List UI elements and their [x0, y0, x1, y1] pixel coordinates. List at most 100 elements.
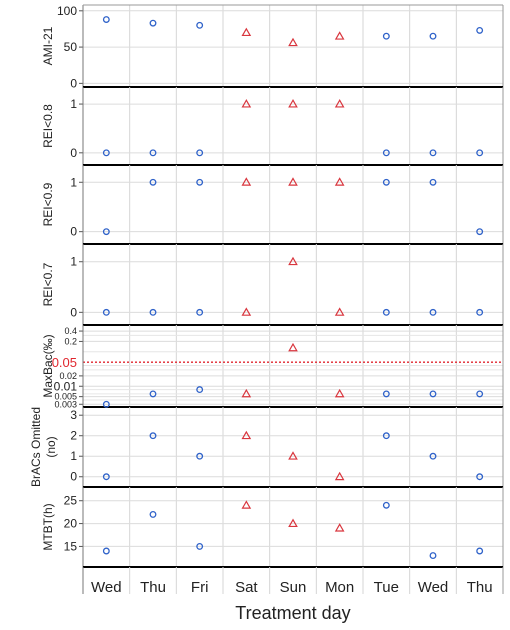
y-tick-label: 1 — [70, 97, 77, 111]
data-point-circle — [429, 149, 437, 157]
y-axis-label: BrACs Omitted — [29, 407, 43, 487]
x-tick-label: Tue — [374, 579, 399, 596]
threshold-label: 0.05 — [52, 355, 77, 370]
data-point-circle — [382, 432, 390, 440]
y-tick-label: 0 — [70, 225, 77, 239]
data-point-triangle — [241, 500, 252, 509]
data-point-circle — [196, 178, 204, 186]
x-axis-title: Treatment day — [235, 603, 350, 623]
y-tick-label: 50 — [64, 40, 78, 54]
data-point-circle — [429, 552, 437, 560]
y-axis-label: MaxBac(‰) — [41, 334, 55, 397]
data-point-circle — [149, 432, 157, 440]
data-point-circle — [196, 21, 204, 29]
y-tick-label: 0.4 — [64, 326, 77, 336]
data-point-triangle — [334, 177, 345, 186]
data-point-circle — [382, 308, 390, 316]
data-point-triangle — [241, 27, 252, 37]
y-tick-label: 0 — [70, 470, 77, 484]
data-point-triangle — [241, 99, 252, 108]
data-point-circle — [476, 26, 484, 34]
y-tick-label: 15 — [64, 539, 78, 553]
data-point-triangle — [288, 342, 298, 352]
data-point-circle — [149, 390, 157, 398]
data-point-circle — [102, 547, 110, 555]
data-point-triangle — [241, 177, 252, 186]
data-point-triangle — [288, 256, 298, 266]
y-tick-label: 0.02 — [59, 371, 77, 381]
x-tick-label: Wed — [91, 579, 122, 596]
y-tick-label: 25 — [64, 494, 78, 508]
y-tick-label: 0 — [70, 305, 77, 319]
data-point-circle — [149, 308, 157, 316]
data-point-circle — [382, 501, 390, 509]
data-point-circle — [382, 178, 390, 186]
panel-7: 15 20 25 MTBT(h) — [41, 487, 504, 568]
data-point-triangle — [288, 177, 298, 186]
data-point-triangle — [241, 307, 252, 316]
data-point-circle — [102, 400, 110, 408]
y-axis-label: REI<0.8 — [41, 104, 55, 148]
y-tick-label: 0.005 — [54, 392, 77, 402]
x-tick-label: Sun — [280, 579, 307, 596]
data-point-circle — [429, 390, 437, 398]
y-tick-label: 1 — [70, 175, 77, 189]
x-tick-label: Sat — [235, 579, 258, 596]
x-tick-label: Wed — [418, 579, 449, 596]
data-point-circle — [102, 149, 110, 157]
data-point-circle — [382, 149, 390, 157]
data-point-triangle — [241, 388, 252, 398]
data-point-circle — [102, 228, 110, 236]
data-point-circle — [149, 178, 157, 186]
data-point-circle — [429, 308, 437, 316]
data-point-circle — [102, 16, 110, 23]
data-point-circle — [476, 473, 484, 481]
data-point-circle — [196, 308, 204, 316]
data-point-circle — [149, 510, 157, 518]
y-tick-label: 0.01 — [54, 379, 78, 393]
data-point-triangle — [334, 388, 345, 398]
y-tick-label: 1 — [70, 449, 77, 463]
y-tick-label: 20 — [64, 517, 78, 531]
data-point-triangle — [334, 523, 345, 532]
y-axis-label: REI<0.7 — [41, 262, 55, 306]
data-point-triangle — [241, 430, 252, 440]
data-point-triangle — [334, 99, 345, 108]
y-tick-label: 0.003 — [54, 399, 77, 409]
data-point-triangle — [334, 31, 345, 40]
data-point-triangle — [288, 37, 298, 47]
data-point-circle — [196, 386, 204, 394]
data-point-circle — [102, 473, 110, 481]
data-point-circle — [196, 149, 204, 157]
y-axis-label-unit: (no) — [44, 436, 58, 457]
data-point-circle — [429, 452, 437, 460]
panel-4: 0 1 REI<0.7 — [41, 244, 504, 326]
data-point-triangle — [288, 518, 298, 528]
y-tick-label: 1 — [70, 255, 77, 269]
data-point-triangle — [288, 99, 298, 108]
y-tick-label: 0 — [70, 76, 77, 90]
data-point-circle — [429, 178, 437, 186]
panel-2: 0 1 REI<0.8 — [41, 87, 504, 166]
data-point-circle — [476, 390, 484, 398]
x-tick-label: Thu — [140, 579, 166, 596]
data-point-triangle — [288, 451, 298, 460]
data-point-circle — [196, 452, 204, 460]
data-point-circle — [382, 32, 390, 40]
y-tick-label: 2 — [70, 429, 77, 443]
data-point-circle — [102, 308, 110, 316]
y-axis-label: REI<0.9 — [41, 182, 55, 226]
x-axis: Wed Thu Fri Sat Sun Mon Tue Wed Thu Treatment day — [82, 567, 504, 623]
data-point-circle — [429, 32, 437, 40]
data-point-circle — [382, 390, 390, 398]
x-tick-label: Mon — [325, 579, 354, 596]
y-axis-label: AMI-21 — [41, 26, 55, 65]
y-tick-label: 0.2 — [64, 336, 77, 346]
data-point-circle — [476, 228, 484, 236]
x-tick-label: Fri — [191, 579, 209, 596]
y-tick-label: 3 — [70, 408, 77, 422]
y-tick-label: 100 — [57, 4, 77, 18]
y-tick-label: 0 — [70, 146, 77, 160]
